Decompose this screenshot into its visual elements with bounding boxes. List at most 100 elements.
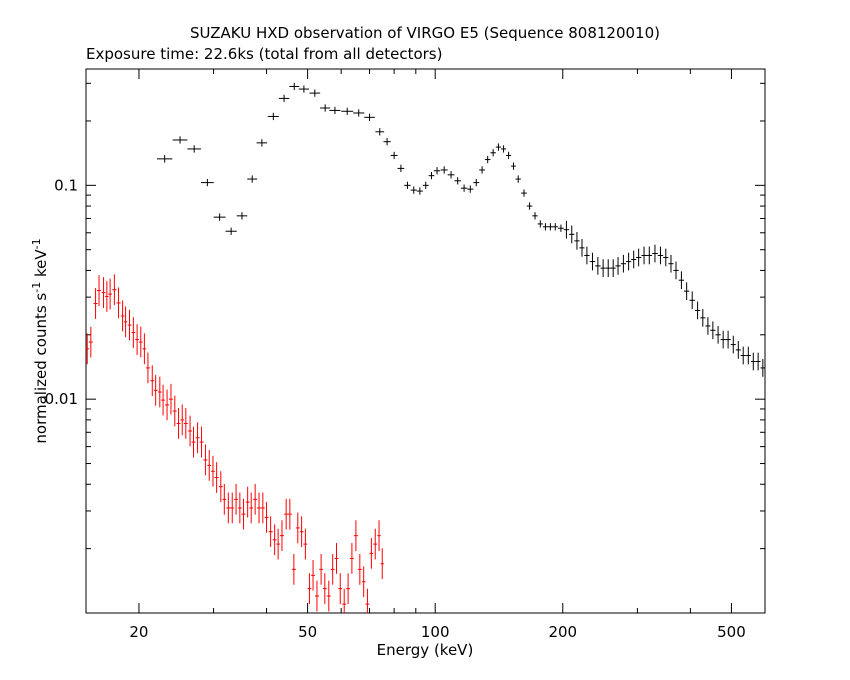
data-point — [735, 341, 741, 359]
data-point — [521, 189, 527, 197]
data-point — [218, 471, 223, 502]
data-point — [157, 376, 162, 408]
data-point — [740, 346, 746, 365]
data-point — [700, 309, 706, 327]
data-point — [330, 553, 335, 585]
y-axis-label-text: normalized counts s-1 keV-1 — [30, 238, 51, 443]
data-point — [172, 136, 188, 144]
data-point — [307, 573, 312, 605]
data-point — [329, 106, 341, 115]
data-point — [172, 395, 177, 427]
data-point — [153, 374, 158, 406]
data-point — [390, 151, 398, 160]
data-point — [357, 553, 362, 585]
data-point — [241, 498, 246, 530]
data-point — [532, 212, 538, 220]
data-point — [319, 553, 324, 585]
data-point — [272, 524, 277, 556]
data-point — [226, 492, 231, 524]
data-point — [526, 202, 533, 210]
data-point — [268, 516, 273, 548]
data-point — [112, 274, 117, 306]
data-point — [375, 128, 385, 136]
data-point — [291, 553, 296, 585]
data-point — [569, 225, 575, 244]
data-point — [105, 281, 109, 312]
data-point — [542, 223, 548, 231]
data-point — [589, 252, 596, 271]
data-point — [222, 483, 227, 515]
data-point — [298, 85, 310, 93]
data-point — [287, 498, 292, 530]
data-point — [85, 333, 90, 365]
data-point — [710, 321, 716, 340]
data-point — [361, 566, 366, 598]
data-point — [558, 224, 564, 232]
data-point — [678, 271, 685, 290]
data-point — [230, 492, 235, 524]
data-point — [257, 492, 261, 524]
data-point — [138, 326, 143, 358]
data-point — [234, 483, 238, 515]
data-point — [473, 178, 480, 187]
data-point — [253, 483, 258, 515]
data-point — [165, 389, 170, 421]
data-point — [346, 573, 351, 605]
data-point — [203, 444, 208, 476]
data-point — [511, 162, 516, 170]
data-point — [383, 138, 391, 146]
data-point — [101, 277, 106, 308]
y-tick-label: 0.1 — [54, 176, 78, 194]
plot-frame — [85, 68, 766, 614]
data-point — [460, 184, 468, 192]
data-point — [610, 259, 616, 277]
x-tick-label: 500 — [717, 623, 746, 641]
data-point — [447, 171, 455, 179]
series-1 — [85, 274, 384, 613]
data-point — [88, 326, 93, 358]
data-point — [249, 492, 254, 524]
data-point — [440, 166, 448, 174]
data-point — [467, 185, 474, 193]
data-point — [689, 291, 695, 310]
y-axis-label: normalized counts s-1 keV-1 — [30, 238, 51, 443]
data-point — [410, 186, 417, 194]
data-point — [211, 455, 215, 487]
data-point — [334, 543, 339, 574]
data-point — [169, 383, 173, 415]
data-point — [495, 143, 502, 151]
data-point — [161, 384, 165, 416]
data-point — [267, 112, 279, 121]
data-point — [295, 512, 300, 544]
data-point — [225, 227, 237, 235]
data-point — [547, 223, 553, 231]
data-point — [515, 175, 521, 183]
data-point — [284, 498, 289, 530]
data-point — [326, 580, 331, 612]
data-point — [720, 330, 726, 349]
data-point — [479, 166, 485, 174]
data-point — [279, 520, 284, 552]
data-point — [760, 359, 766, 377]
data-point — [584, 246, 590, 265]
data-point — [276, 528, 280, 560]
data-point — [750, 352, 756, 371]
data-point — [663, 248, 669, 267]
data-point — [745, 346, 751, 365]
data-point — [183, 408, 188, 439]
data-point — [715, 325, 721, 344]
series-0 — [157, 82, 766, 377]
data-point — [579, 239, 585, 257]
data-point — [278, 94, 290, 103]
data-point — [501, 145, 507, 153]
x-axis: 20 50 100 200 500 — [129, 69, 766, 641]
data-point — [705, 317, 711, 335]
x-tick-label: 100 — [421, 623, 450, 641]
data-point — [256, 139, 268, 147]
data-point — [416, 187, 423, 195]
data-point — [626, 252, 632, 271]
data-point — [694, 301, 701, 320]
data-point — [207, 450, 212, 481]
data-point — [725, 330, 731, 349]
data-point — [135, 324, 139, 355]
